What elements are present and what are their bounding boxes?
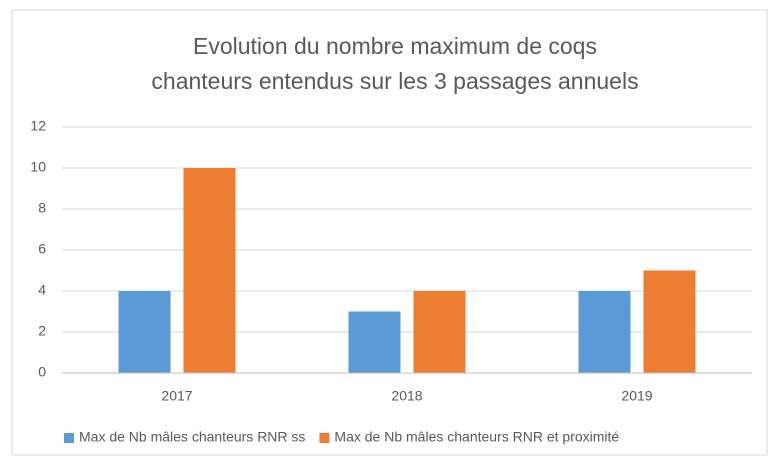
- bar: [643, 270, 696, 373]
- legend-swatch: [64, 433, 74, 443]
- x-tick-label: 2017: [161, 388, 192, 404]
- y-tick-label: 0: [38, 364, 46, 380]
- bar: [413, 291, 466, 373]
- bar: [118, 291, 171, 373]
- x-tick-label: 2019: [621, 388, 652, 404]
- y-tick-label: 10: [30, 159, 46, 175]
- legend-label: Max de Nb mâles chanteurs RNR et proximi…: [334, 429, 619, 445]
- y-tick-label: 12: [30, 118, 46, 134]
- bar: [348, 311, 401, 373]
- y-tick-label: 8: [38, 200, 46, 216]
- legend-swatch: [319, 433, 330, 443]
- y-tick-label: 4: [38, 282, 46, 298]
- bar: [578, 291, 631, 373]
- chart-title: Evolution du nombre maximum de coqs: [193, 33, 597, 59]
- y-tick-label: 6: [38, 241, 46, 257]
- y-tick-label: 2: [38, 323, 46, 339]
- chart-border: [11, 9, 768, 456]
- bar: [183, 168, 236, 373]
- x-tick-label: 2018: [391, 388, 422, 404]
- legend-label: Max de Nb mâles chanteurs RNR ss: [79, 429, 305, 445]
- chart-title: chanteurs entendus sur les 3 passages an…: [151, 68, 638, 94]
